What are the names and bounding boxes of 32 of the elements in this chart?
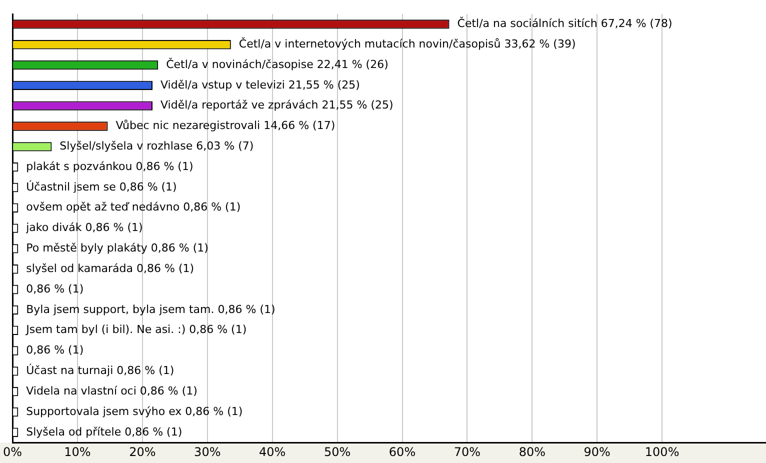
x-tick-label: 80% <box>518 444 546 459</box>
x-tick-label: 50% <box>324 444 351 459</box>
category-label: Po městě byly plakáty 0,86 % (1) <box>26 242 208 255</box>
data-label: 0,86 % (1) <box>26 344 84 357</box>
category-label: ovšem opět až teď nedávno 0,86 % (1) <box>26 200 241 214</box>
category-label: Slyšela od přítele 0,86 % (1) <box>26 425 182 438</box>
category-label: Videla na vlastní oci 0,86 % (1) <box>26 384 198 398</box>
category-label: Četl/a v novinách/časopise 22,41 % (26) <box>166 58 388 71</box>
category-label: Četl/a na sociálních sitích 67,24 % (78) <box>457 17 672 30</box>
x-tick-label: 40% <box>259 444 286 459</box>
category-label: Viděl/a reportáž ve zprávách 21,55 % (25) <box>160 98 394 112</box>
category-label: Účastnil jsem se 0,86 % (1) <box>26 180 177 194</box>
category-label: Četl/a v internetových mutacích novin/časopisů 33,62 % (39) <box>238 37 576 50</box>
category-label: Supportovala jsem svýho ex 0,86 % (1) <box>26 404 243 418</box>
category-label: plakát s pozvánkou 0,86 % (1) <box>26 160 194 173</box>
category-label: Jsem tam byl (i bil). Ne asi. :) 0,86 % (1) <box>26 323 247 336</box>
x-tick-label: 10% <box>64 444 91 459</box>
category-label: Byla jsem support, byla jsem tam. 0,86 % (1) <box>26 302 276 316</box>
x-tick-label: 90% <box>584 444 610 459</box>
category-label: slyšel od kamaráda 0,86 % (1) <box>26 262 194 275</box>
x-tick-label: 60% <box>388 444 416 459</box>
category-label: jako divák 0,86 % (1) <box>26 221 143 234</box>
category-label: Viděl/a vstup v televizi 21,55 % (25) <box>160 78 360 92</box>
category-label: Slyšel/slyšela v rozhlase 6,03 % (7) <box>60 140 254 153</box>
category-label: Vůbec nic nezaregistrovali 14,66 % (17) <box>116 119 336 132</box>
data-label: 0,86 % (1) <box>26 282 84 296</box>
x-tick-label: 100% <box>644 444 680 459</box>
x-tick-label: 30% <box>194 444 221 459</box>
category-label: Účast na turnaji 0,86 % (1) <box>26 364 174 378</box>
x-tick-label: 70% <box>454 444 481 459</box>
x-tick-label: 20% <box>129 444 156 459</box>
x-tick-label: 0% <box>2 444 22 459</box>
